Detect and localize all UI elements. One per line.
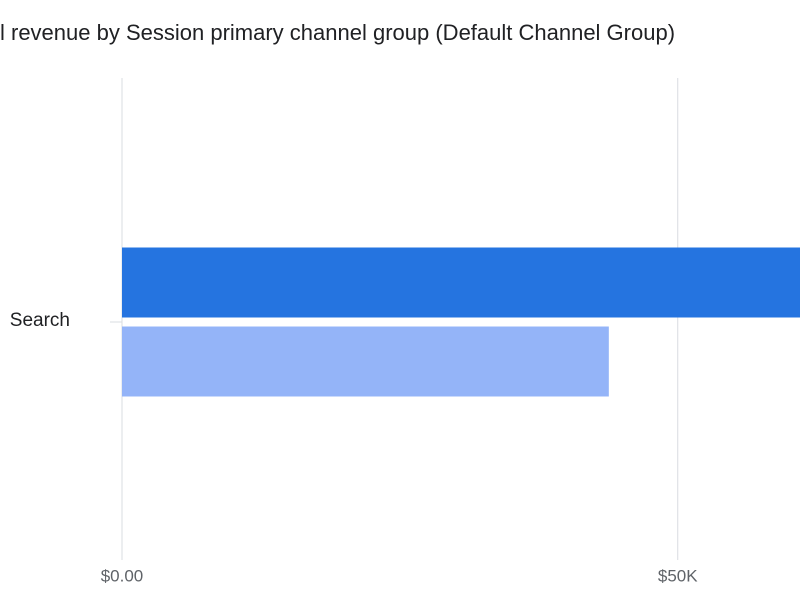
y-tick-label: Search	[10, 310, 70, 331]
bars	[122, 247, 800, 397]
x-tick-label: $0.00	[101, 566, 144, 585]
bar	[122, 326, 609, 397]
bar	[122, 247, 800, 318]
grid	[110, 78, 679, 560]
chart-title: l revenue by Session primary channel gro…	[0, 20, 675, 45]
labels: $0.00 $50K Search	[10, 310, 698, 585]
x-tick-label: $50K	[658, 566, 698, 585]
